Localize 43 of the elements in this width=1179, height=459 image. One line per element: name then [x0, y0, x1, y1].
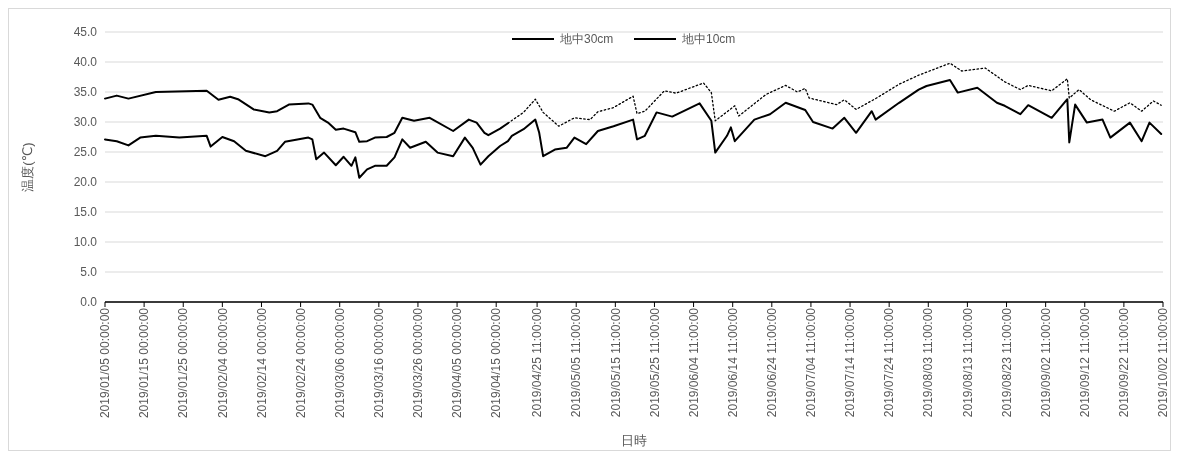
x-axis-title: 日時	[621, 433, 647, 448]
y-tick-label: 20.0	[73, 175, 98, 190]
y-tick-label: 5.0	[80, 265, 98, 280]
x-tick-label: 2019/04/25 11:00:00	[530, 307, 545, 418]
line-series	[104, 79, 1163, 179]
x-tick-label: 2019/01/05 00:00:00	[98, 307, 113, 419]
y-tick-label: 15.0	[73, 205, 98, 220]
x-tick-label: 2019/06/24 11:00:00	[765, 307, 780, 418]
x-tick-label: 2019/05/25 11:00:00	[647, 307, 662, 418]
x-tick-label: 2019/10/02 11:00:00	[1156, 307, 1171, 418]
y-tick-label: 10.0	[73, 235, 98, 250]
x-tick-label: 2019/02/24 00:00:00	[293, 307, 308, 419]
x-tick-label: 2019/08/13 11:00:00	[960, 307, 975, 418]
y-tick-label: 0.0	[80, 295, 98, 310]
y-tick-label: 45.0	[73, 25, 98, 40]
x-tick-label: 2019/02/14 00:00:00	[254, 307, 269, 419]
x-tick-label: 2019/03/06 00:00:00	[332, 307, 347, 419]
x-tick-label: 2019/03/26 00:00:00	[411, 307, 426, 419]
x-tick-label: 2019/04/15 00:00:00	[489, 307, 504, 419]
x-tick-label: 2019/06/14 11:00:00	[725, 307, 740, 418]
y-tick-label: 35.0	[73, 85, 98, 100]
y-axis-title: 温度(℃)	[20, 142, 35, 192]
x-tick-label: 2019/08/03 11:00:00	[921, 307, 936, 418]
x-tick-label: 2019/01/15 00:00:00	[137, 307, 152, 419]
x-tick-label: 2019/09/22 11:00:00	[1117, 307, 1132, 418]
x-tick-label: 2019/03/16 00:00:00	[372, 307, 387, 419]
x-tick-label: 2019/06/04 11:00:00	[686, 307, 701, 418]
x-tick-label: 2019/05/15 11:00:00	[608, 307, 623, 418]
x-tick-label: 2019/08/23 11:00:00	[999, 307, 1014, 418]
x-tick-label: 2019/07/24 11:00:00	[882, 307, 897, 418]
y-tick-label: 30.0	[73, 115, 98, 130]
x-tick-label: 2019/07/14 11:00:00	[843, 307, 858, 418]
x-tick-label: 2019/05/05 11:00:00	[569, 307, 584, 418]
x-tick-label: 2019/01/25 00:00:00	[176, 307, 191, 419]
legend-label: 地中10cm	[681, 32, 736, 47]
x-tick-label: 2019/07/04 11:00:00	[804, 307, 819, 418]
x-tick-label: 2019/09/02 11:00:00	[1038, 307, 1053, 418]
legend-label: 地中30cm	[559, 32, 614, 47]
y-tick-label: 40.0	[73, 55, 98, 70]
y-tick-label: 25.0	[73, 145, 98, 160]
x-tick-label: 2019/04/05 00:00:00	[450, 307, 465, 419]
x-tick-label: 2019/09/12 11:00:00	[1077, 307, 1092, 418]
x-tick-label: 2019/02/04 00:00:00	[215, 307, 230, 419]
